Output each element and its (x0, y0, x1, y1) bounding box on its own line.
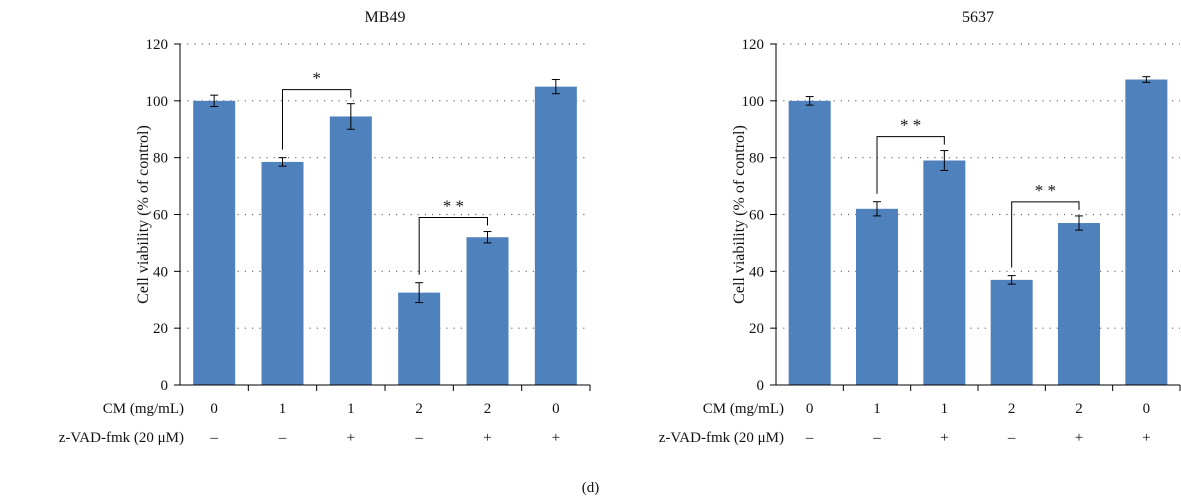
figure-caption: (d) (581, 480, 600, 496)
treatment-value: – (278, 430, 287, 446)
treatment-value: 0 (806, 401, 814, 417)
bar (398, 292, 441, 385)
treatment-value: 0 (552, 401, 560, 417)
significance-label: * (312, 69, 321, 88)
treatment-value: – (872, 430, 881, 446)
bar (193, 100, 236, 385)
treatment-value: + (1075, 430, 1083, 446)
y-tick-label: 20 (749, 321, 764, 337)
significance-bracket: * * (418, 197, 488, 275)
error-bar (551, 79, 560, 95)
bar (923, 160, 966, 385)
error-bar (873, 201, 881, 217)
significance-bracket: * (282, 69, 352, 150)
error-bar (210, 94, 219, 108)
treatment-value: 1 (279, 401, 287, 417)
error-bar (346, 103, 355, 130)
bracket-line (282, 89, 352, 150)
treatment-value: 2 (1075, 401, 1083, 417)
error-bar (415, 282, 424, 304)
y-tick-label: 100 (742, 94, 765, 110)
chart-title: 5637 (962, 9, 994, 26)
treatment-row-label: z-VAD-fmk (20 μM) (59, 430, 184, 446)
bar (856, 208, 898, 385)
bracket-line (876, 136, 945, 194)
treatment-value: 1 (347, 401, 355, 417)
error-bar (1075, 215, 1083, 231)
treatment-value: – (1007, 430, 1016, 446)
y-tick-label: 60 (153, 208, 168, 224)
bar (1058, 223, 1100, 385)
treatment-value: – (805, 430, 814, 446)
chart-title: MB49 (365, 9, 406, 26)
y-tick-label: 60 (749, 208, 764, 224)
y-axis-label: Cell viability (% of control) (135, 125, 152, 304)
y-tick-label: 80 (153, 151, 168, 167)
treatment-value: 2 (415, 401, 423, 417)
significance-label: * * (900, 116, 921, 135)
significance-label: * * (1035, 181, 1056, 200)
y-axis-label: Cell viability (% of control) (731, 125, 748, 304)
bracket-line (1011, 201, 1080, 268)
treatment-value: 1 (873, 401, 881, 417)
y-tick-label: 120 (742, 37, 765, 53)
error-bar (940, 150, 949, 171)
significance-label: * * (443, 197, 464, 216)
y-tick-label: 40 (749, 264, 764, 280)
bar (261, 161, 304, 385)
treatment-value: + (347, 430, 355, 446)
bar (534, 86, 577, 385)
y-tick-label: 0 (161, 378, 169, 394)
treatment-value: 0 (1143, 401, 1151, 417)
treatment-row-label: z-VAD-fmk (20 μM) (659, 430, 784, 446)
treatment-value: – (414, 430, 423, 446)
error-bar (1007, 275, 1016, 285)
bar (466, 237, 509, 385)
y-tick-label: 40 (153, 264, 168, 280)
y-tick-label: 120 (146, 37, 169, 53)
error-bar (1142, 76, 1151, 83)
error-bar (483, 231, 492, 244)
significance-bracket: * * (876, 116, 945, 194)
treatment-value: + (1142, 430, 1150, 446)
treatment-row-label: CM (mg/mL) (103, 401, 184, 417)
treatment-value: 2 (1008, 401, 1016, 417)
bar (329, 116, 372, 386)
bar (1125, 79, 1168, 385)
treatment-value: 2 (484, 401, 492, 417)
treatment-value: 1 (941, 401, 949, 417)
treatment-value: + (940, 430, 948, 446)
y-tick-label: 0 (757, 378, 765, 394)
error-bar (805, 96, 814, 106)
error-bar (278, 157, 287, 167)
bracket-line (418, 217, 488, 275)
treatment-row-label: CM (mg/mL) (703, 401, 784, 417)
y-tick-label: 20 (153, 321, 168, 337)
treatment-value: + (483, 430, 491, 446)
bar (788, 100, 831, 385)
treatment-value: – (209, 430, 218, 446)
treatment-value: + (552, 430, 560, 446)
significance-bracket: * * (1011, 181, 1080, 268)
y-tick-label: 100 (146, 94, 169, 110)
bar (990, 279, 1033, 385)
treatment-value: 0 (210, 401, 218, 417)
y-tick-label: 80 (749, 151, 764, 167)
